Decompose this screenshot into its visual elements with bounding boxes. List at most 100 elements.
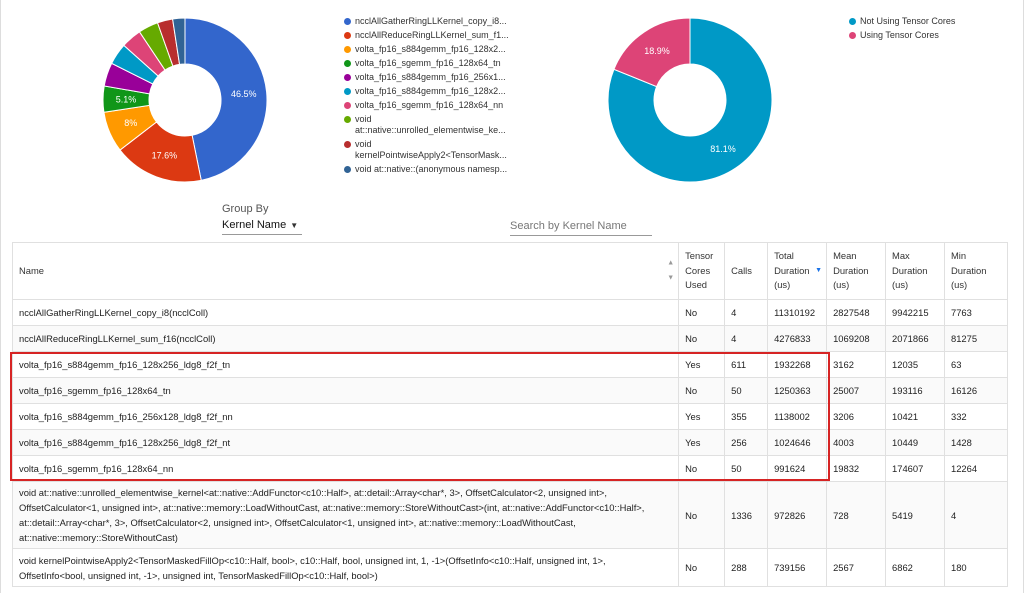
legend-color-swatch: [344, 141, 351, 148]
column-header-name[interactable]: Name ▲ ▼: [11, 242, 680, 300]
table-cell-max: 9942215: [885, 299, 945, 326]
slice-value-label: 18.9%: [644, 46, 670, 56]
donut-slice[interactable]: [184, 17, 268, 181]
table-cell-tc: No: [678, 377, 726, 404]
legend-label: volta_fp16_sgemm_fp16_128x64_nn: [355, 100, 504, 110]
legend-item[interactable]: volta_fp16_sgemm_fp16_128x64_tn: [344, 58, 514, 69]
table-row: volta_fp16_s884gemm_fp16_128x256_ldg8_f2…: [11, 429, 1008, 456]
search-kernel-input[interactable]: [510, 218, 652, 236]
legend-label: ncclAllReduceRingLLKernel_sum_f1...: [355, 30, 509, 40]
table-cell-min: 81275: [944, 325, 1008, 352]
table-cell-min: 63: [944, 351, 1008, 378]
legend-label: volta_fp16_s884gemm_fp16_128x2...: [355, 44, 506, 54]
table-cell-mean: 19832: [826, 455, 887, 482]
legend-item[interactable]: volta_fp16_s884gemm_fp16_128x2...: [344, 86, 514, 97]
column-header-total-duration[interactable]: Total Duration (us) ▼: [767, 242, 828, 300]
table-cell-max: 174607: [885, 455, 945, 482]
table-cell-mean: 3162: [826, 351, 887, 378]
legend-color-swatch: [344, 18, 351, 25]
table-cell-max: 2071866: [885, 325, 945, 352]
legend-item[interactable]: void at::native::unrolled_elementwise_ke…: [344, 114, 511, 136]
legend-color-swatch: [344, 46, 351, 53]
table-cell-tc: Yes: [678, 403, 726, 430]
column-header-calls[interactable]: Calls: [724, 242, 769, 300]
table-cell-mean: 3206: [826, 403, 887, 430]
table-cell-mean: 1069208: [826, 325, 887, 352]
legend-item[interactable]: volta_fp16_sgemm_fp16_128x64_nn: [344, 100, 514, 111]
legend-item[interactable]: ncclAllGatherRingLLKernel_copy_i8...: [344, 16, 514, 27]
legend-item[interactable]: Using Tensor Cores: [849, 30, 1009, 41]
table-row: ncclAllGatherRingLLKernel_copy_i8(ncclCo…: [11, 299, 1008, 326]
column-header-max-duration[interactable]: Max Duration (us): [885, 242, 945, 300]
table-cell-name: ncclAllReduceRingLLKernel_sum_f16(ncclCo…: [11, 325, 680, 352]
table-cell-min: 16126: [944, 377, 1008, 404]
table-cell-min: 180: [944, 548, 1008, 587]
legend-label: Using Tensor Cores: [860, 30, 939, 40]
kernel-legend: ncclAllGatherRingLLKernel_copy_i8...nccl…: [344, 16, 514, 178]
table-header-row: Name ▲ ▼ Tensor Cores Used Calls Total Dur…: [11, 242, 1008, 300]
slice-value-label: 81.1%: [710, 144, 736, 154]
table-cell-calls: 4: [724, 299, 769, 326]
legend-color-swatch: [344, 88, 351, 95]
table-cell-tc: No: [678, 455, 726, 482]
table-cell-name: volta_fp16_s884gemm_fp16_256x128_ldg8_f2…: [11, 403, 680, 430]
table-cell-calls: 355: [724, 403, 769, 430]
tensor-core-donut-chart: 81.1% 18.9%: [607, 17, 773, 183]
column-header-tensor-cores[interactable]: Tensor Cores Used: [678, 242, 726, 300]
donut-slice[interactable]: [613, 17, 691, 88]
table-cell-name: volta_fp16_s884gemm_fp16_128x256_ldg8_f2…: [11, 429, 680, 456]
table-row: void at::native::unrolled_elementwise_ke…: [11, 481, 1008, 549]
table-cell-mean: 2827548: [826, 299, 887, 326]
table-row: void kernelPointwiseApply2<TensorMaskedF…: [11, 548, 1008, 587]
legend-item[interactable]: Not Using Tensor Cores: [849, 16, 1009, 27]
group-by-control: Group By Kernel Name ▼: [222, 203, 302, 235]
group-by-select[interactable]: Kernel Name ▼: [222, 219, 302, 235]
table-cell-tc: Yes: [678, 429, 726, 456]
legend-label: void kernelPointwiseApply2<TensorMask...: [355, 139, 507, 160]
legend-color-swatch: [344, 102, 351, 109]
table-cell-total: 1024646: [767, 429, 828, 456]
legend-color-swatch: [344, 166, 351, 173]
table-row: volta_fp16_s884gemm_fp16_256x128_ldg8_f2…: [11, 403, 1008, 430]
column-header-mean-duration[interactable]: Mean Duration (us): [826, 242, 887, 300]
legend-color-swatch: [344, 74, 351, 81]
table-cell-min: 12264: [944, 455, 1008, 482]
legend-item[interactable]: void kernelPointwiseApply2<TensorMask...: [344, 139, 511, 161]
kernel-table: Name ▲ ▼ Tensor Cores Used Calls Total Dur…: [11, 242, 1008, 587]
table-cell-tc: No: [678, 299, 726, 326]
legend-label: void at::native::(anonymous namesp...: [355, 164, 508, 174]
group-by-value: Kernel Name: [222, 219, 287, 231]
legend-label: Not Using Tensor Cores: [860, 16, 956, 26]
slice-value-label: 5.1%: [116, 94, 137, 104]
kernel-duration-donut-chart: 46.5% 17.6% 8% 5.1%: [102, 17, 268, 183]
legend-item[interactable]: volta_fp16_s884gemm_fp16_256x1...: [344, 72, 514, 83]
slice-value-label: 8%: [124, 118, 137, 128]
table-row: volta_fp16_sgemm_fp16_128x64_nn No 50 99162…: [11, 455, 1008, 482]
legend-label: ncclAllGatherRingLLKernel_copy_i8...: [355, 16, 507, 26]
legend-item[interactable]: ncclAllReduceRingLLKernel_sum_f1...: [344, 30, 514, 41]
table-cell-total: 739156: [767, 548, 828, 587]
legend-color-swatch: [344, 32, 351, 39]
table-cell-tc: No: [678, 325, 726, 352]
table-cell-max: 10421: [885, 403, 945, 430]
table-cell-max: 12035: [885, 351, 945, 378]
table-cell-total: 1250363: [767, 377, 828, 404]
table-row: volta_fp16_s884gemm_fp16_128x256_ldg8_f2…: [11, 351, 1008, 378]
table-cell-total: 4276833: [767, 325, 828, 352]
column-header-min-duration[interactable]: Min Duration (us): [944, 242, 1008, 300]
slice-value-label: 46.5%: [231, 89, 257, 99]
legend-item[interactable]: volta_fp16_s884gemm_fp16_128x2...: [344, 44, 514, 55]
donut-slice[interactable]: [607, 17, 773, 183]
table-cell-calls: 50: [724, 455, 769, 482]
legend-color-swatch: [849, 32, 856, 39]
table-cell-min: 4: [944, 481, 1008, 549]
table-cell-name: volta_fp16_sgemm_fp16_128x64_nn: [11, 455, 680, 482]
table-cell-min: 1428: [944, 429, 1008, 456]
donut-slice[interactable]: [172, 17, 186, 65]
table-cell-name: ncclAllGatherRingLLKernel_copy_i8(ncclCo…: [11, 299, 680, 326]
legend-label: volta_fp16_s884gemm_fp16_256x1...: [355, 72, 506, 82]
table-cell-max: 10449: [885, 429, 945, 456]
table-cell-tc: Yes: [678, 351, 726, 378]
legend-item[interactable]: void at::native::(anonymous namesp...: [344, 164, 514, 175]
table-cell-mean: 4003: [826, 429, 887, 456]
